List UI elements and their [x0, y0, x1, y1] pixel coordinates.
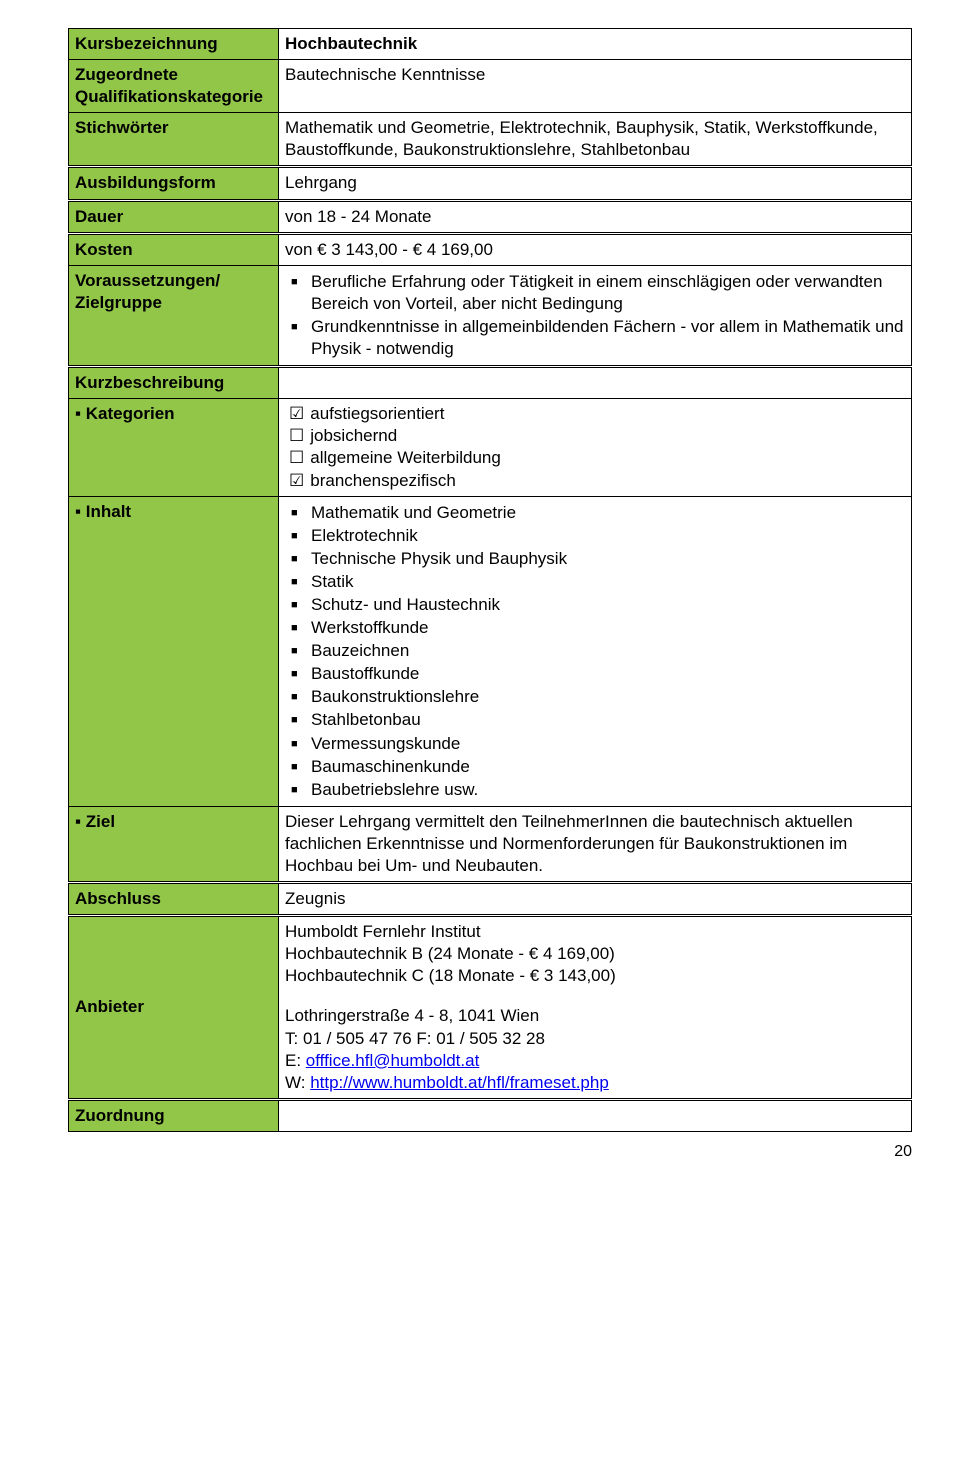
- list-item: Grundkenntnisse in allgemeinbildenden Fä…: [289, 316, 905, 360]
- list-item: Bauzeichnen: [289, 640, 905, 662]
- list-item: Statik: [289, 571, 905, 593]
- label-abschluss: Abschluss: [69, 884, 279, 915]
- label-anbieter: Anbieter: [69, 917, 279, 1099]
- value-inhalt: Mathematik und GeometrieElektrotechnikTe…: [279, 496, 912, 806]
- page-number: 20: [68, 1142, 912, 1163]
- bullet-icon: ▪: [75, 403, 81, 425]
- value-ziel: Dieser Lehrgang vermittelt den Teilnehme…: [279, 806, 912, 881]
- list-item: Baumaschinenkunde: [289, 756, 905, 778]
- course-table: Kursbezeichnung Hochbautechnik Zugeordne…: [68, 28, 912, 1132]
- value-stichwoerter: Mathematik und Geometrie, Elektrotechnik…: [279, 113, 912, 166]
- label-dauer: Dauer: [69, 201, 279, 232]
- list-item: Schutz- und Haustechnik: [289, 594, 905, 616]
- list-item: Baubetriebslehre usw.: [289, 779, 905, 801]
- category-option: jobsichernd: [285, 425, 905, 447]
- anbieter-email-link[interactable]: offfice.hfl@humboldt.at: [306, 1051, 480, 1070]
- value-kosten: von € 3 143,00 - € 4 169,00: [279, 234, 912, 265]
- list-item: Berufliche Erfahrung oder Tätigkeit in e…: [289, 271, 905, 315]
- anbieter-line: Humboldt Fernlehr Institut: [285, 921, 905, 943]
- label-voraussetzungen: Voraussetzungen/ Zielgruppe: [69, 265, 279, 365]
- label-qualifikation: Zugeordnete Qualifikationskategorie: [69, 60, 279, 113]
- list-item: Technische Physik und Bauphysik: [289, 548, 905, 570]
- label-ausbildungsform: Ausbildungsform: [69, 168, 279, 199]
- value-dauer: von 18 - 24 Monate: [279, 201, 912, 232]
- list-item: Baustoffkunde: [289, 663, 905, 685]
- anbieter-email-line: E: offfice.hfl@humboldt.at: [285, 1050, 905, 1072]
- value-anbieter: Humboldt Fernlehr Institut Hochbautechni…: [279, 917, 912, 1099]
- label-kurzbeschreibung: Kurzbeschreibung: [69, 368, 279, 399]
- bullet-icon: ▪: [75, 501, 81, 523]
- anbieter-web-link[interactable]: http://www.humboldt.at/hfl/frameset.php: [310, 1073, 609, 1092]
- category-option: branchenspezifisch: [285, 470, 905, 492]
- anbieter-line: Hochbautechnik B (24 Monate - € 4 169,00…: [285, 943, 905, 965]
- value-abschluss: Zeugnis: [279, 884, 912, 915]
- label-kursbezeichnung: Kursbezeichnung: [69, 29, 279, 60]
- label-inhalt: ▪ Inhalt: [69, 496, 279, 806]
- label-stichwoerter: Stichwörter: [69, 113, 279, 166]
- label-ziel: ▪ Ziel: [69, 806, 279, 881]
- list-item: Elektrotechnik: [289, 525, 905, 547]
- label-zuordnung: Zuordnung: [69, 1100, 279, 1131]
- value-zuordnung: [279, 1100, 912, 1131]
- anbieter-line: Hochbautechnik C (18 Monate - € 3 143,00…: [285, 965, 905, 987]
- anbieter-tel: T: 01 / 505 47 76 F: 01 / 505 32 28: [285, 1028, 905, 1050]
- label-kosten: Kosten: [69, 234, 279, 265]
- value-ausbildungsform: Lehrgang: [279, 168, 912, 199]
- category-option: allgemeine Weiterbildung: [285, 447, 905, 469]
- list-item: Werkstoffkunde: [289, 617, 905, 639]
- list-item: Mathematik und Geometrie: [289, 502, 905, 524]
- anbieter-address: Lothringerstraße 4 - 8, 1041 Wien: [285, 1005, 905, 1027]
- category-option: aufstiegsorientiert: [285, 403, 905, 425]
- value-qualifikation: Bautechnische Kenntnisse: [279, 60, 912, 113]
- value-kategorien: aufstiegsorientiertjobsicherndallgemeine…: [279, 399, 912, 496]
- list-item: Baukonstruktionslehre: [289, 686, 905, 708]
- value-voraussetzungen: Berufliche Erfahrung oder Tätigkeit in e…: [279, 265, 912, 365]
- value-kursbezeichnung: Hochbautechnik: [279, 29, 912, 60]
- bullet-icon: ▪: [75, 811, 81, 833]
- value-kurzbeschreibung: [279, 368, 912, 399]
- label-kategorien: ▪ Kategorien: [69, 399, 279, 496]
- list-item: Stahlbetonbau: [289, 709, 905, 731]
- anbieter-web-line: W: http://www.humboldt.at/hfl/frameset.p…: [285, 1072, 905, 1094]
- list-item: Vermessungskunde: [289, 733, 905, 755]
